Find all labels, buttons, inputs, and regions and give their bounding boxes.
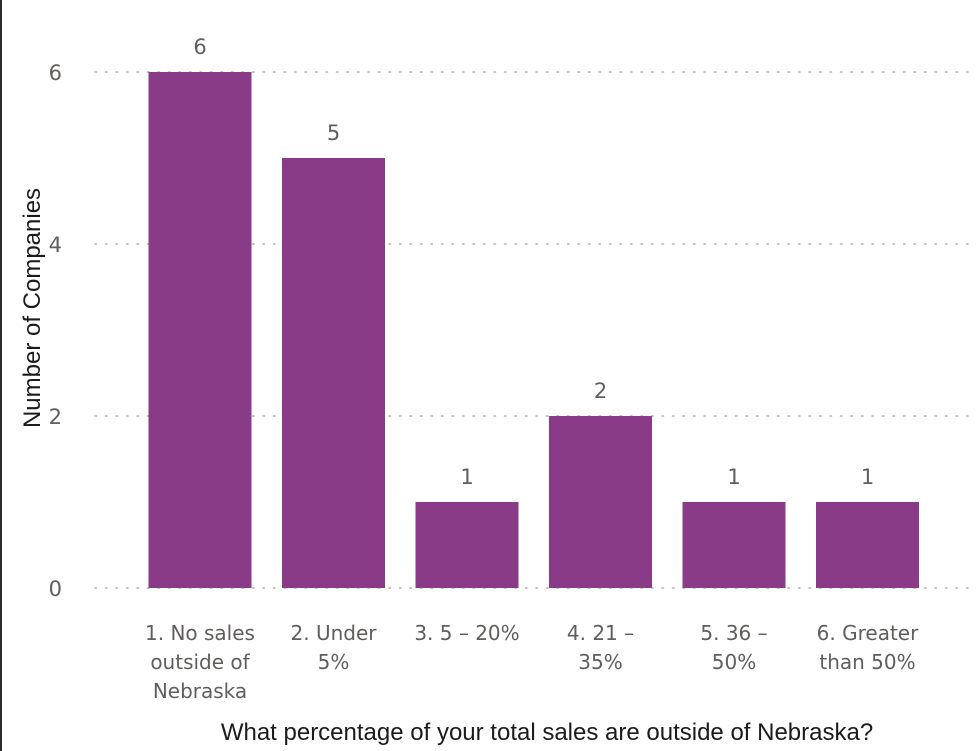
bar: [682, 502, 786, 588]
y-tick-label: 6: [49, 61, 62, 85]
x-tick-label-line: 2. Under: [291, 621, 378, 645]
x-tick-label-line: 5. 36 –: [700, 621, 767, 645]
data-label: 2: [594, 379, 607, 403]
x-tick-label: 4. 21 – 35%: [567, 621, 634, 674]
frame-left-border: [0, 0, 2, 751]
bar: [415, 502, 519, 588]
y-tick-label: 4: [49, 233, 62, 257]
x-axis-category-labels: 1. No sales outside of Nebraska 2. Under 5% 3…: [145, 621, 919, 703]
x-tick-label: 6. Greater than 50%: [817, 621, 919, 674]
bar: [549, 416, 652, 588]
data-label: 1: [727, 465, 740, 489]
x-tick-label-line: 3. 5 – 20%: [414, 621, 519, 645]
x-tick-label: 1. No sales outside of Nebraska: [145, 621, 255, 703]
x-tick-label-line: 50%: [712, 650, 756, 674]
y-tick-label: 0: [49, 577, 62, 601]
y-tick-label: 2: [49, 405, 62, 429]
bar: [282, 158, 385, 588]
x-tick-label-line: outside of: [150, 650, 250, 674]
data-label: 1: [861, 465, 874, 489]
y-axis-title: Number of Companies: [19, 188, 46, 428]
x-tick-label-line: 35%: [578, 650, 622, 674]
bar: [148, 72, 252, 588]
x-tick-label-line: than 50%: [819, 650, 915, 674]
x-tick-label-line: Nebraska: [153, 679, 247, 703]
x-tick-label-line: 1. No sales: [145, 621, 255, 645]
data-label: 5: [327, 121, 340, 145]
y-axis-ticks: 0 2 4 6: [49, 61, 62, 601]
data-labels: 6 5 1 2 1 1: [193, 35, 874, 489]
x-axis-title: What percentage of your total sales are …: [221, 719, 873, 746]
x-tick-label: 3. 5 – 20%: [414, 621, 519, 645]
x-tick-label: 5. 36 – 50%: [700, 621, 767, 674]
data-label: 6: [193, 35, 206, 59]
x-tick-label: 2. Under 5%: [291, 621, 378, 674]
x-tick-label-line: 6. Greater: [817, 621, 919, 645]
x-tick-label-line: 5%: [318, 650, 350, 674]
data-label: 1: [460, 465, 473, 489]
bar: [816, 502, 919, 588]
bars: [148, 72, 919, 588]
x-tick-label-line: 4. 21 –: [567, 621, 634, 645]
